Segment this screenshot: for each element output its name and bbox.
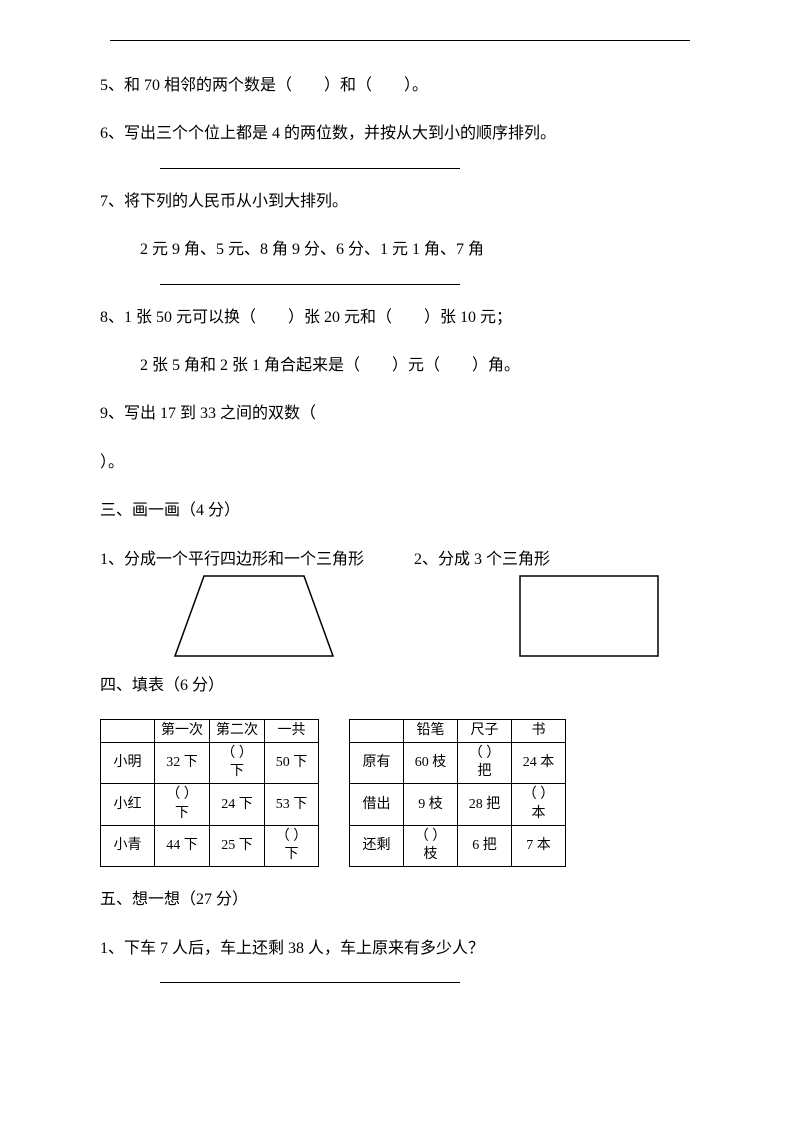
table-1: 第一次第二次一共小明32 下（ ） 下50 下小红（ ） 下24 下53 下小青… [100, 719, 319, 867]
table-cell: 还剩 [350, 825, 404, 866]
table-cell: 44 下 [155, 825, 210, 866]
question-9b: ）。 [100, 448, 700, 478]
s3-q1-text: 1、分成一个平行四边形和一个三角形 [100, 545, 364, 569]
table-cell: 24 下 [210, 784, 265, 825]
rectangle-container [519, 575, 700, 657]
trapezoid-shape [174, 575, 334, 657]
question-7-items: 2 元 9 角、5 元、8 角 9 分、6 分、1 元 1 角、7 角 [100, 235, 700, 265]
table-cell: 28 把 [458, 784, 512, 825]
table-cell: 25 下 [210, 825, 265, 866]
table-header: 第二次 [210, 719, 265, 742]
table-cell: 6 把 [458, 825, 512, 866]
question-6: 6、写出三个个位上都是 4 的两位数，并按从大到小的顺序排列。 [100, 119, 700, 149]
table-cell: 小明 [101, 743, 155, 784]
table-cell: （ ） 下 [210, 743, 265, 784]
table-header: 一共 [265, 719, 319, 742]
page-top-rule [110, 40, 690, 41]
section-5-title: 五、想一想（27 分） [100, 885, 700, 915]
table-cell: 60 枝 [404, 743, 458, 784]
rectangle-shape [519, 575, 659, 657]
question-8b: 2 张 5 角和 2 张 1 角合起来是（ ）元（ ）角。 [100, 351, 700, 381]
question-8a: 8、1 张 50 元可以换（ ）张 20 元和（ ）张 10 元； [100, 303, 700, 333]
table-cell: 53 下 [265, 784, 319, 825]
question-5: 5、和 70 相邻的两个数是（ ）和（ ）。 [100, 71, 700, 101]
table-cell: 原有 [350, 743, 404, 784]
table-2: 铅笔尺子书原有60 枝（ ） 把24 本借出9 枝28 把（ ） 本还剩（ ） … [349, 719, 566, 867]
s3-q2-text: 2、分成 3 个三角形 [414, 545, 550, 569]
question-7: 7、将下列的人民币从小到大排列。 [100, 187, 700, 217]
table-cell: （ ） 本 [512, 784, 566, 825]
answer-line-q7 [160, 284, 460, 285]
table-cell: （ ） 下 [155, 784, 210, 825]
table-cell: （ ） 下 [265, 825, 319, 866]
table-header: 尺子 [458, 719, 512, 742]
table-cell: （ ） 枝 [404, 825, 458, 866]
tables-row: 第一次第二次一共小明32 下（ ） 下50 下小红（ ） 下24 下53 下小青… [100, 719, 700, 867]
answer-line-s5q1 [160, 982, 460, 983]
question-9a: 9、写出 17 到 33 之间的双数（ [100, 399, 700, 429]
table-cell: （ ） 把 [458, 743, 512, 784]
table-header: 第一次 [155, 719, 210, 742]
table-header: 书 [512, 719, 566, 742]
table-cell: 9 枝 [404, 784, 458, 825]
answer-line-q6 [160, 168, 460, 169]
table-cell: 50 下 [265, 743, 319, 784]
section-3-questions: 1、分成一个平行四边形和一个三角形 2、分成 3 个三角形 [100, 545, 700, 569]
table-cell: 借出 [350, 784, 404, 825]
shapes-row [100, 575, 700, 657]
table-cell: 7 本 [512, 825, 566, 866]
table-cell: 24 本 [512, 743, 566, 784]
trapezoid-container [100, 575, 408, 657]
table-cell: 小青 [101, 825, 155, 866]
table-cell: 32 下 [155, 743, 210, 784]
table-header: 铅笔 [404, 719, 458, 742]
table-header [101, 719, 155, 742]
s5-q1: 1、下车 7 人后，车上还剩 38 人，车上原来有多少人？ [100, 934, 700, 964]
table-header [350, 719, 404, 742]
section-4-title: 四、填表（6 分） [100, 671, 700, 701]
table-cell: 小红 [101, 784, 155, 825]
section-3-title: 三、画一画（4 分） [100, 496, 700, 526]
